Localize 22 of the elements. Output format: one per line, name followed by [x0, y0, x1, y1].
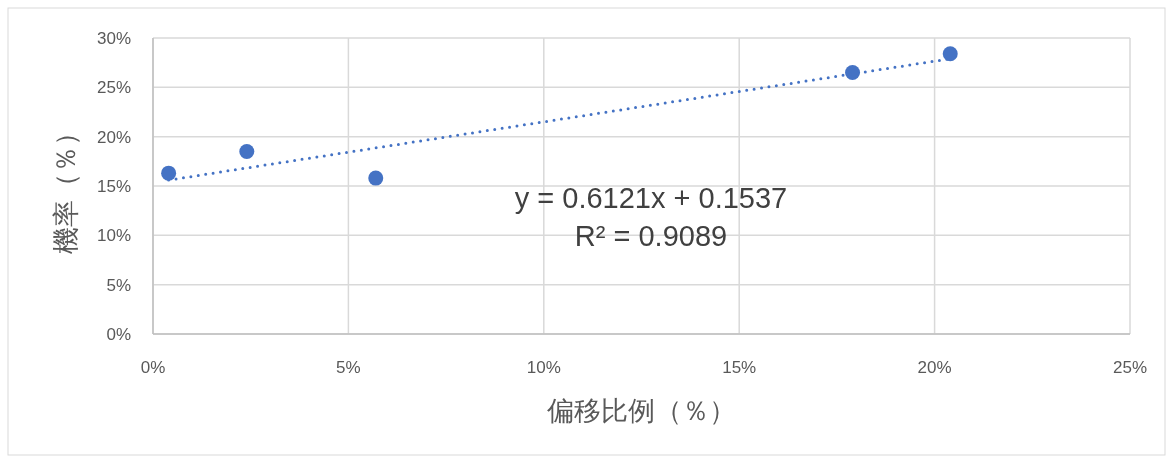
- x-tick-label: 0%: [140, 358, 166, 377]
- x-axis-title: 偏移比例（％）: [546, 396, 736, 426]
- y-axis-title: 機率（％）: [51, 118, 81, 254]
- point: [942, 46, 958, 62]
- x-tick-label: 10%: [526, 358, 561, 377]
- point: [239, 143, 255, 159]
- x-tick-label: 25%: [1112, 358, 1148, 377]
- y-tick-label: 15%: [96, 177, 131, 196]
- point: [161, 165, 177, 181]
- point: [368, 170, 384, 186]
- x-tick-label: 20%: [917, 358, 952, 377]
- annotation: R² = 0.9089: [574, 220, 728, 252]
- y-tick-label: 0%: [106, 325, 131, 344]
- y-tick-label: 5%: [106, 275, 131, 295]
- y-tick-label: 10%: [96, 226, 131, 246]
- annotation: y = 0.6121x + 0.1537: [514, 182, 788, 214]
- x-tick-label: 5%: [336, 358, 361, 377]
- x-tick-label: 15%: [722, 358, 757, 377]
- y-tick-label: 20%: [96, 127, 131, 147]
- y-tick-label: 30%: [96, 29, 131, 48]
- point: [845, 65, 861, 81]
- y-tick-label: 25%: [96, 78, 131, 98]
